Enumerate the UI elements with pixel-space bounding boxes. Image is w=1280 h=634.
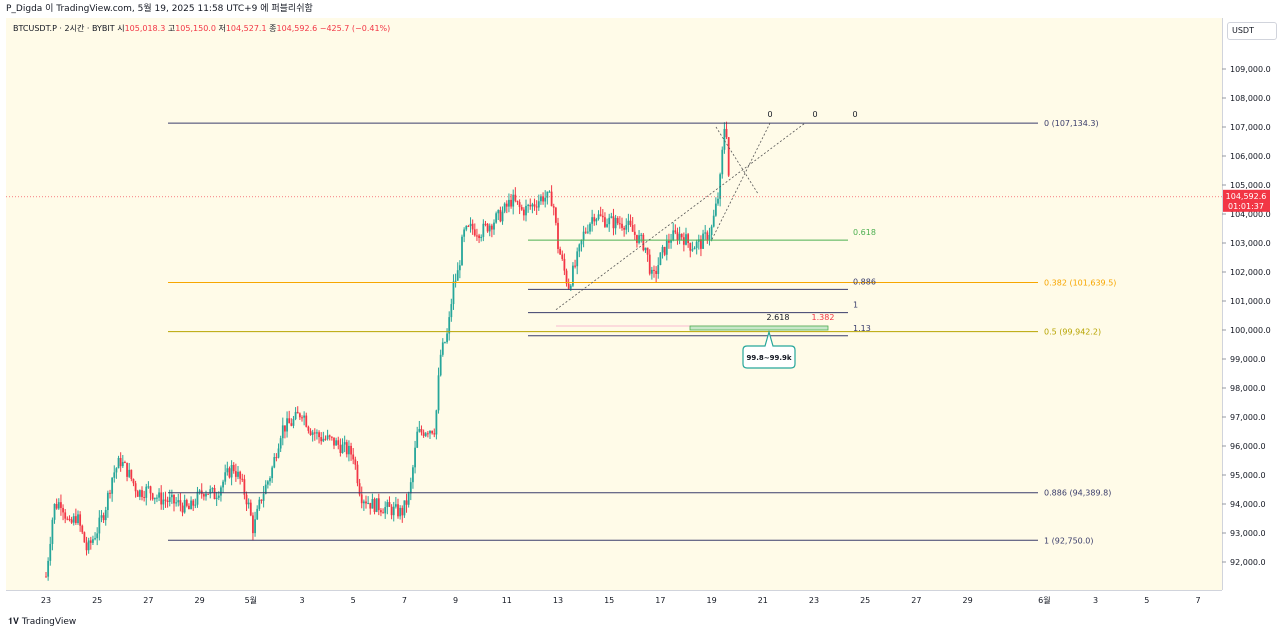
close-label: 종 [269, 24, 277, 33]
publish-header: P_Digda 이 TradingView.com, 5월 19, 2025 1… [0, 0, 1280, 18]
symbol-label[interactable]: BTCUSDT.P · 2시간 · BYBIT [13, 24, 115, 33]
high-value: 105,150.0 [175, 24, 216, 33]
tv-icon: 𝟏𝐕 [8, 617, 22, 627]
open-label: 시 [117, 24, 125, 33]
low-value: 104,527.1 [225, 24, 267, 33]
open-value: 105,018.3 [124, 24, 166, 33]
footer [0, 610, 1280, 634]
high-label: 고 [167, 24, 176, 33]
publish-header-text: P_Digda 이 TradingView.com, 5월 19, 2025 1… [6, 4, 313, 14]
price-axis[interactable] [1222, 18, 1280, 590]
currency-selector[interactable]: USDT [1227, 22, 1277, 40]
low-label: 저 [218, 24, 226, 33]
change-value: −425.7 (−0.41%) [319, 24, 391, 33]
chart-pane[interactable] [6, 18, 1222, 590]
tradingview-logo: 𝟏𝐕 TradingView [8, 617, 76, 627]
close-value: 104,592.6 [276, 24, 318, 33]
brand-name: TradingView [21, 617, 77, 627]
chart-legend: BTCUSDT.P · 2시간 · BYBIT 시105,018.3 고105,… [13, 23, 390, 34]
time-axis[interactable] [6, 590, 1222, 611]
